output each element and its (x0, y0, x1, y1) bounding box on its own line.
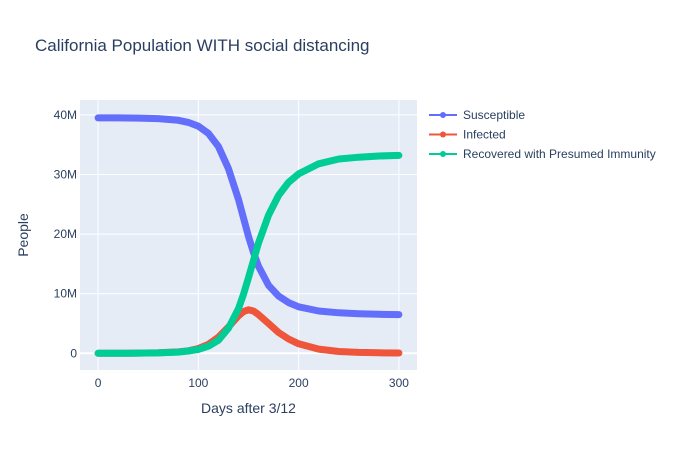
legend-item[interactable]: Infected (429, 128, 506, 142)
y-tick-label: 30M (54, 168, 77, 182)
legend-swatch-marker (440, 151, 446, 157)
x-tick-label: 0 (95, 376, 102, 390)
legend-label: Recovered with Presumed Immunity (463, 147, 656, 161)
legend-swatch-marker (440, 131, 446, 138)
legend[interactable]: Susceptible Infected Recovered with Presum… (429, 108, 656, 161)
legend-item[interactable]: Susceptible (429, 108, 525, 122)
x-axis-ticks: 0 100 200 300 (95, 376, 410, 390)
series-line-2 (94, 151, 403, 357)
series-lines (94, 114, 403, 357)
chart-title: California Population WITH social distan… (35, 36, 370, 55)
legend-label: Infected (463, 128, 506, 142)
legend-label: Susceptible (463, 108, 525, 122)
y-axis-label: People (15, 213, 31, 257)
y-tick-label: 20M (54, 227, 77, 241)
y-tick-label: 10M (54, 287, 77, 301)
x-tick-label: 100 (188, 376, 208, 390)
series-line-0 (94, 114, 403, 319)
x-axis-label: Days after 3/12 (201, 400, 296, 416)
legend-item[interactable]: Recovered with Presumed Immunity (429, 147, 656, 161)
y-tick-label: 0 (70, 346, 77, 360)
y-axis-ticks: 0 10M 20M 30M 40M (54, 108, 78, 360)
x-tick-label: 200 (289, 376, 309, 390)
x-tick-label: 300 (389, 376, 409, 390)
y-tick-label: 40M (54, 108, 77, 122)
legend-swatch-marker (440, 112, 446, 118)
